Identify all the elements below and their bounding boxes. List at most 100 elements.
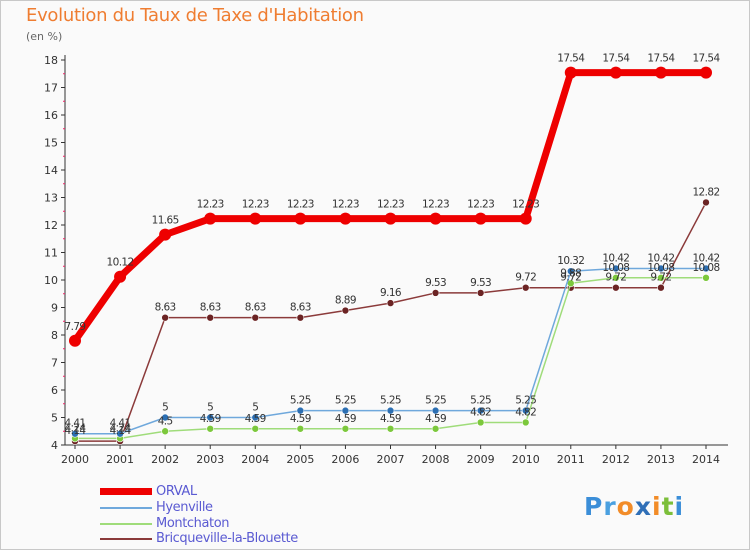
- y-tick-label: 13: [44, 192, 58, 205]
- data-label: 17.54: [602, 53, 630, 65]
- data-point: [69, 334, 81, 347]
- data-point: [249, 212, 262, 225]
- data-label: 9.72: [605, 272, 626, 284]
- data-point: [702, 273, 710, 282]
- data-label: 4.59: [380, 413, 401, 425]
- data-label: 9.88: [560, 267, 581, 279]
- data-label: 11.65: [152, 215, 179, 227]
- data-point: [341, 424, 350, 433]
- data-label: 4.41: [110, 418, 131, 430]
- data-point: [657, 283, 665, 292]
- data-label: 4.82: [515, 406, 536, 418]
- data-label: 4.82: [470, 406, 491, 418]
- data-point: [657, 273, 665, 282]
- data-label: 4.5: [158, 415, 173, 427]
- logo-letter: i: [652, 492, 662, 521]
- legend-swatch-orval: [100, 488, 152, 495]
- x-tick-label: 2006: [331, 453, 359, 466]
- x-tick-label: 2014: [692, 453, 720, 466]
- data-point: [521, 418, 530, 427]
- x-tick-label: 2005: [286, 453, 314, 466]
- data-point: [476, 289, 485, 297]
- data-point: [204, 212, 217, 225]
- x-tick-label: 2007: [377, 453, 405, 466]
- data-label: 10.08: [647, 262, 674, 274]
- data-point: [612, 273, 620, 282]
- data-label: 10.42: [692, 252, 719, 264]
- logo-letter: x: [634, 492, 652, 521]
- data-label: 12.23: [197, 199, 224, 211]
- legend-item-orval: ORVAL: [100, 484, 360, 499]
- data-point: [521, 283, 530, 292]
- data-label: 10.42: [647, 252, 674, 264]
- data-point: [159, 228, 172, 241]
- data-point: [657, 264, 665, 273]
- data-point: [206, 413, 215, 422]
- data-point: [251, 313, 260, 322]
- y-tick-label: 4: [51, 439, 58, 452]
- y-tick-label: 17: [44, 82, 58, 95]
- data-point: [386, 299, 395, 307]
- x-tick-label: 2009: [467, 453, 495, 466]
- data-label: 5: [162, 402, 168, 414]
- legend-label-hyenville: Hyenville: [156, 500, 213, 515]
- data-point: [431, 406, 440, 415]
- data-label: 4.59: [290, 413, 311, 425]
- data-label: 4.14: [110, 425, 132, 437]
- x-tick-label: 2002: [151, 453, 179, 466]
- data-point: [429, 212, 442, 225]
- legend-label-montchaton: Montchaton: [156, 516, 230, 531]
- data-label: 4.59: [425, 413, 446, 425]
- data-label: 9.53: [425, 277, 446, 289]
- data-label: 8.63: [155, 302, 176, 314]
- data-point: [296, 406, 305, 415]
- plot-area: [65, 55, 728, 445]
- data-point: [116, 429, 124, 438]
- legend-item-hyenville: Hyenville: [100, 500, 360, 515]
- chart-title: Evolution du Taux de Taxe d'Habitation: [26, 5, 364, 26]
- data-label: 5.25: [515, 395, 536, 407]
- data-label: 9.16: [380, 287, 402, 299]
- x-tick-label: 2003: [196, 453, 224, 466]
- data-point: [251, 413, 260, 422]
- y-tick-label: 16: [44, 109, 58, 122]
- data-point: [206, 424, 215, 433]
- legend-swatch-hyenville: [100, 507, 152, 509]
- data-label: 5.25: [425, 395, 446, 407]
- data-label: 5.25: [380, 395, 401, 407]
- logo-letter: i: [674, 492, 685, 521]
- data-point: [296, 313, 305, 322]
- data-point: [384, 212, 397, 225]
- data-label: 12.23: [512, 199, 539, 211]
- data-point: [206, 313, 215, 322]
- y-tick-label: 12: [44, 219, 58, 232]
- data-label: 5: [252, 402, 258, 414]
- data-label: 8.89: [335, 295, 356, 307]
- data-point: [519, 212, 532, 225]
- data-label: 17.54: [647, 53, 675, 65]
- data-point: [341, 406, 350, 415]
- data-label: 5.25: [290, 395, 311, 407]
- chart-subtitle: (en %): [26, 30, 63, 43]
- data-label: 9.72: [650, 272, 671, 284]
- data-label: 10.08: [692, 262, 719, 274]
- x-tick-label: 2000: [61, 453, 89, 466]
- data-label: 10.32: [557, 255, 584, 267]
- data-point: [564, 66, 577, 79]
- logo-letter: o: [616, 492, 635, 521]
- data-point: [474, 212, 487, 225]
- logo-letter: t: [661, 492, 675, 521]
- data-label: 12.23: [377, 199, 404, 211]
- legend-item-montchaton: Montchaton: [100, 516, 360, 531]
- data-label: 12.23: [332, 199, 359, 211]
- data-label: 7.79: [65, 321, 86, 333]
- data-label: 4.59: [200, 413, 221, 425]
- data-label: 4.59: [245, 413, 266, 425]
- legend-label-bricqueville: Bricqueville-la-Blouette: [156, 531, 298, 546]
- data-point: [431, 289, 440, 297]
- y-tick-label: 6: [51, 384, 58, 397]
- data-point: [294, 212, 307, 225]
- x-tick-label: 2013: [647, 453, 675, 466]
- y-tick-label: 18: [44, 54, 58, 67]
- data-point: [71, 429, 79, 438]
